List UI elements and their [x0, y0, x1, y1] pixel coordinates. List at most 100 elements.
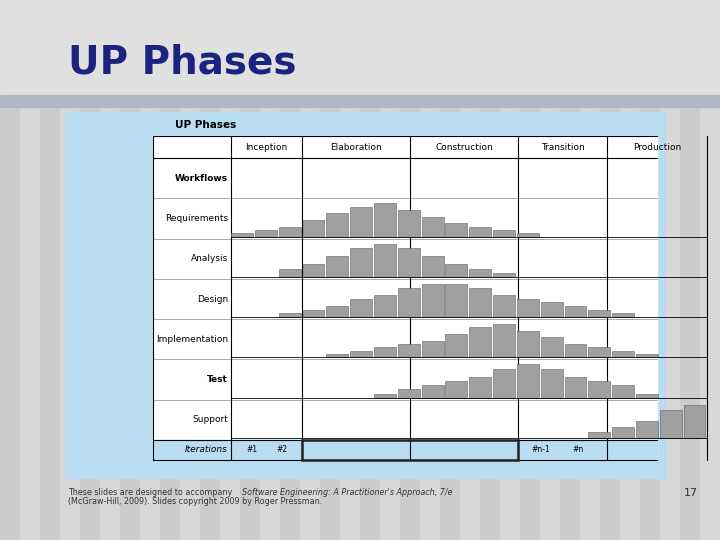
- Bar: [326, 213, 348, 237]
- Text: Analysis: Analysis: [191, 254, 228, 263]
- Bar: [231, 233, 253, 237]
- Bar: [600, 0, 620, 540]
- Bar: [422, 284, 444, 317]
- Bar: [340, 0, 360, 540]
- Bar: [400, 0, 420, 540]
- Bar: [153, 440, 657, 460]
- Bar: [374, 244, 396, 277]
- Bar: [255, 230, 277, 237]
- Bar: [279, 268, 301, 277]
- Bar: [279, 227, 301, 237]
- Text: Production: Production: [633, 143, 681, 152]
- Bar: [302, 220, 325, 237]
- Bar: [153, 136, 657, 460]
- Bar: [612, 385, 634, 398]
- Bar: [80, 0, 100, 540]
- Bar: [588, 310, 611, 317]
- Bar: [580, 0, 600, 540]
- Bar: [422, 385, 444, 398]
- Bar: [0, 0, 20, 540]
- Bar: [612, 427, 634, 438]
- Text: Support: Support: [192, 415, 228, 424]
- Bar: [326, 354, 348, 357]
- Text: (McGraw-Hill, 2009). Slides copyright 2009 by Roger Pressman.: (McGraw-Hill, 2009). Slides copyright 20…: [68, 497, 323, 506]
- Bar: [374, 394, 396, 398]
- Bar: [683, 404, 706, 438]
- Text: Workflows: Workflows: [175, 174, 228, 183]
- Bar: [517, 364, 539, 398]
- Text: Elaboration: Elaboration: [330, 143, 382, 152]
- Bar: [612, 351, 634, 357]
- Bar: [541, 338, 562, 357]
- Bar: [0, 95, 720, 107]
- Bar: [700, 0, 720, 540]
- Bar: [560, 0, 580, 540]
- Bar: [65, 112, 665, 478]
- Bar: [588, 433, 611, 438]
- Bar: [60, 0, 80, 540]
- Text: Inception: Inception: [246, 143, 287, 152]
- Bar: [446, 381, 467, 398]
- Bar: [0, 0, 720, 95]
- Text: Test: Test: [207, 375, 228, 384]
- Text: These slides are designed to accompany: These slides are designed to accompany: [68, 488, 235, 497]
- Text: Construction: Construction: [436, 143, 493, 152]
- Bar: [480, 0, 500, 540]
- Bar: [636, 354, 658, 357]
- Text: Iterations: Iterations: [185, 446, 228, 455]
- Bar: [160, 0, 180, 540]
- Bar: [469, 377, 491, 398]
- Bar: [302, 440, 518, 460]
- Bar: [374, 203, 396, 237]
- Bar: [220, 0, 240, 540]
- Bar: [680, 0, 700, 540]
- Bar: [120, 0, 140, 540]
- Bar: [140, 0, 160, 540]
- Bar: [422, 341, 444, 357]
- Bar: [100, 0, 120, 540]
- Text: #n-1: #n-1: [531, 446, 550, 455]
- Bar: [398, 288, 420, 317]
- Bar: [493, 369, 515, 398]
- Bar: [153, 136, 657, 158]
- Bar: [493, 273, 515, 277]
- Bar: [564, 306, 586, 317]
- Bar: [446, 223, 467, 237]
- Bar: [180, 0, 200, 540]
- Bar: [260, 0, 280, 540]
- Bar: [320, 0, 340, 540]
- Bar: [380, 0, 400, 540]
- Bar: [517, 299, 539, 317]
- Bar: [326, 306, 348, 317]
- Bar: [493, 230, 515, 237]
- Bar: [500, 0, 520, 540]
- Bar: [446, 334, 467, 357]
- Bar: [326, 256, 348, 277]
- Bar: [520, 0, 540, 540]
- Bar: [540, 0, 560, 540]
- Bar: [398, 210, 420, 237]
- Bar: [279, 313, 301, 317]
- Bar: [460, 0, 480, 540]
- Text: Transition: Transition: [541, 143, 585, 152]
- Text: Design: Design: [197, 294, 228, 303]
- Bar: [446, 284, 467, 317]
- Bar: [350, 207, 372, 237]
- Text: #n: #n: [572, 446, 584, 455]
- Bar: [200, 0, 220, 540]
- Text: 17: 17: [684, 488, 698, 498]
- Bar: [300, 0, 320, 540]
- Bar: [493, 295, 515, 317]
- Bar: [302, 265, 325, 277]
- Bar: [588, 347, 611, 357]
- Bar: [517, 233, 539, 237]
- Bar: [398, 344, 420, 357]
- Bar: [398, 389, 420, 398]
- Bar: [620, 0, 640, 540]
- Bar: [422, 217, 444, 237]
- Bar: [360, 0, 380, 540]
- Bar: [420, 0, 440, 540]
- Bar: [660, 410, 682, 438]
- Bar: [398, 248, 420, 277]
- Bar: [350, 299, 372, 317]
